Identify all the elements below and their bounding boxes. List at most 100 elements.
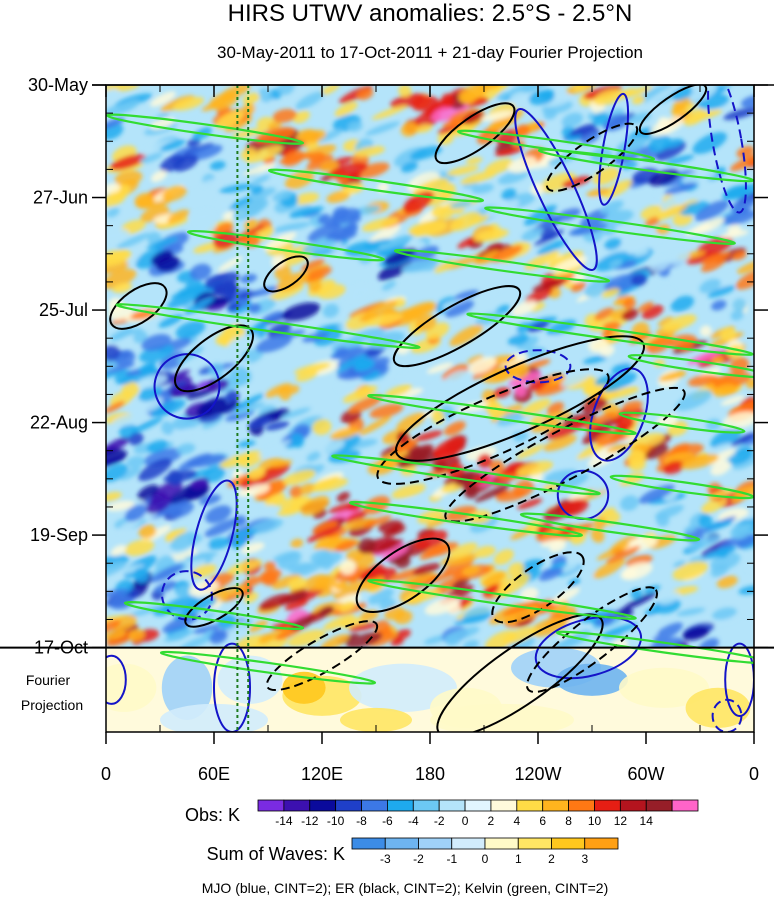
field-blob — [138, 362, 157, 372]
field-blob — [319, 85, 340, 96]
field-blob — [342, 385, 378, 403]
field-blob — [106, 183, 121, 194]
field-blob — [529, 302, 546, 312]
field-blob — [400, 121, 419, 137]
field-blob — [502, 626, 539, 644]
er-contour — [525, 586, 659, 693]
field-blob — [219, 453, 253, 468]
obs-colorbar-box — [335, 799, 362, 812]
field-blob — [118, 99, 140, 113]
field-blob — [272, 574, 301, 590]
waves-colorbar-label: -2 — [413, 852, 424, 866]
field-blob — [128, 604, 164, 618]
field-blob — [463, 484, 479, 499]
field-blob — [232, 529, 258, 538]
field-blob — [540, 227, 557, 240]
kelvin-contour — [537, 148, 754, 183]
field-blob — [398, 371, 429, 382]
field-blob — [414, 530, 448, 550]
field-blob — [244, 483, 270, 497]
field-blob — [493, 549, 514, 565]
field-blob — [330, 427, 360, 440]
field-blob — [317, 283, 346, 300]
field-blob — [155, 255, 180, 272]
field-blob — [109, 594, 134, 610]
obs-colorbar-box — [671, 799, 699, 812]
kelvin-contour — [267, 168, 485, 203]
field-blob — [146, 495, 172, 514]
field-blob — [411, 96, 439, 112]
field-blob — [245, 145, 283, 163]
kelvin-contour — [519, 512, 701, 542]
field-blob — [723, 107, 754, 120]
chart-subtitle: 30-May-2011 to 17-Oct-2011 + 21-day Four… — [217, 43, 643, 62]
field-blob — [658, 371, 687, 382]
obs-colorbar-label: -8 — [356, 814, 367, 828]
field-blob — [383, 528, 399, 538]
field-blob — [445, 300, 475, 318]
field-blob — [662, 460, 685, 475]
field-blob — [476, 250, 500, 265]
waves-colorbar-label: -1 — [446, 852, 457, 866]
field-blob — [526, 359, 551, 369]
field-blob — [288, 576, 307, 590]
field-blob — [312, 520, 338, 535]
field-blob — [209, 629, 228, 644]
field-blob — [277, 507, 302, 516]
field-blob — [248, 303, 262, 313]
field-blob — [390, 93, 425, 109]
field-blob — [133, 567, 149, 584]
field-blob — [284, 170, 315, 190]
waves-colorbar-label: 2 — [548, 852, 555, 866]
field-blob — [367, 588, 394, 605]
field-blob — [497, 170, 529, 185]
field-blob — [633, 248, 650, 257]
field-blob — [524, 204, 557, 226]
field-blob — [517, 498, 543, 510]
projection-blob — [556, 663, 628, 696]
field-blob — [348, 622, 379, 632]
field-blob — [175, 320, 206, 339]
field-blob — [124, 539, 155, 556]
field-blob — [501, 188, 517, 201]
field-blob — [222, 584, 250, 596]
field-blob — [106, 122, 124, 140]
field-blob — [398, 85, 412, 98]
kelvin-contour — [106, 113, 305, 145]
field-blob — [106, 207, 120, 218]
field-blob — [106, 401, 125, 414]
field-blob — [586, 188, 611, 197]
field-blob — [106, 269, 137, 289]
field-blob — [599, 507, 616, 517]
field-blob — [658, 591, 680, 605]
field-blob — [682, 626, 710, 641]
field-blob — [712, 383, 737, 397]
field-blob — [736, 534, 754, 549]
field-blob — [466, 157, 483, 165]
field-blob — [454, 613, 493, 625]
field-blob — [620, 495, 639, 511]
field-blob — [377, 258, 413, 281]
field-blob — [317, 128, 343, 143]
field-blob — [280, 407, 311, 419]
field-blob — [643, 629, 658, 640]
field-blob — [106, 500, 135, 512]
field-blob — [559, 498, 589, 517]
field-blob — [250, 286, 281, 297]
field-blob — [698, 514, 713, 529]
field-blob — [473, 228, 509, 242]
field-blob — [258, 568, 282, 584]
field-blob — [675, 389, 712, 411]
field-blob — [507, 333, 529, 346]
field-blob — [693, 217, 725, 235]
field-blob — [251, 174, 271, 185]
field-blob — [138, 524, 157, 539]
field-blob — [676, 607, 706, 617]
field-blob — [299, 483, 315, 495]
field-blob — [536, 239, 566, 255]
field-blob — [292, 110, 310, 124]
field-blob — [109, 328, 143, 339]
field-blob — [412, 563, 441, 576]
field-blob — [652, 622, 683, 642]
waves-colorbar-box — [351, 837, 386, 850]
